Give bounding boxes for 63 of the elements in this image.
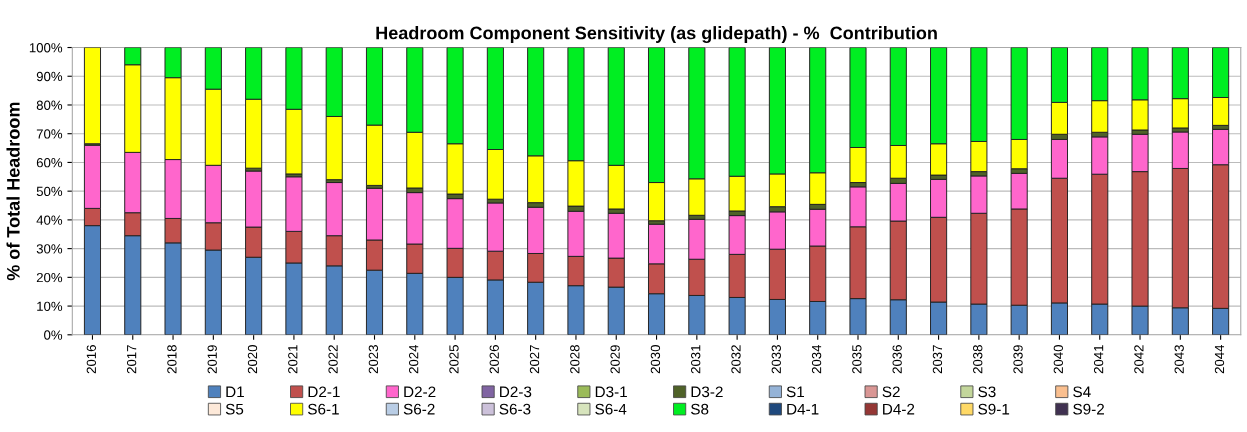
x-tick-label: 2037 — [932, 345, 943, 374]
x-tick-label: 2038 — [973, 345, 983, 374]
legend-label: D4-1 — [787, 403, 819, 415]
x-tick-label: 2024 — [409, 344, 419, 374]
legend-label: S6-1 — [308, 403, 339, 415]
x-tick-label: 2022 — [328, 345, 338, 374]
x-tick-label: 2034 — [811, 344, 822, 374]
legend-label: D4-2 — [883, 403, 915, 415]
legend-label: S3 — [978, 386, 996, 398]
x-tick-label: 2016 — [86, 345, 97, 374]
legend-label: S9-2 — [1073, 403, 1104, 415]
x-tick-label: 2031 — [691, 345, 701, 374]
x-tick-label: 2019 — [207, 345, 217, 374]
legend-label: S6-3 — [499, 403, 531, 415]
x-tick-label: 2017 — [126, 345, 137, 374]
y-tick-label: 10% — [37, 301, 63, 311]
x-tick-label: 2041 — [1093, 345, 1104, 374]
x-tick-label: 2044 — [1214, 344, 1225, 374]
y-tick-label: 40% — [36, 215, 63, 225]
x-tick-label: 2030 — [650, 345, 661, 374]
legend-label: D1 — [226, 386, 244, 398]
legend-label: S2 — [882, 386, 900, 398]
x-tick-label: 2023 — [368, 345, 379, 374]
y-tick-label: 80% — [36, 100, 63, 110]
x-tick-label: 2020 — [247, 345, 258, 374]
legend-label: S4 — [1073, 386, 1091, 398]
legend-label: S1 — [786, 386, 805, 398]
y-tick-label: 60% — [36, 158, 63, 168]
x-tick-label: 2026 — [489, 345, 499, 374]
legend-label: D2-1 — [308, 386, 340, 398]
legend-label: S6-4 — [595, 403, 627, 415]
legend-label: D2-2 — [404, 386, 436, 398]
legend-label: S6-2 — [403, 403, 435, 415]
legend-label: S5 — [225, 403, 244, 415]
x-tick-label: 2027 — [529, 345, 540, 374]
bar — [83, 47, 102, 145]
x-tick-label: 2040 — [1053, 345, 1063, 374]
x-tick-label: 2032 — [731, 345, 741, 374]
x-tick-label: 2021 — [288, 345, 298, 374]
y-axis-title: % of Total Headroom — [6, 102, 20, 281]
y-tick-label: 100% — [29, 43, 63, 53]
x-tick-label: 2039 — [1013, 345, 1023, 374]
x-tick-label: 2042 — [1134, 345, 1144, 374]
y-tick-label: 30% — [36, 244, 63, 254]
x-tick-label: 2035 — [852, 345, 862, 374]
y-tick-label: 90% — [36, 71, 63, 82]
y-tick-label: 70% — [36, 129, 63, 139]
x-tick-label: 2036 — [892, 345, 902, 374]
x-tick-label: 2018 — [167, 345, 177, 374]
x-tick-label: 2029 — [610, 345, 620, 374]
x-tick-label: 2043 — [1174, 345, 1184, 374]
x-tick-label: 2025 — [449, 345, 459, 374]
x-tick-label: 2033 — [771, 345, 781, 374]
legend-label: D2-3 — [500, 386, 532, 398]
y-tick-label: 0% — [44, 330, 63, 340]
x-tick-label: 2028 — [570, 345, 580, 374]
legend-label: D3-1 — [595, 386, 627, 398]
legend-label: D3-2 — [691, 386, 723, 398]
chart-title: Headroom Component Sensitivity (as glidepath) - % Contribution — [376, 26, 937, 44]
y-tick-label: 20% — [36, 272, 63, 283]
legend-label: S9-1 — [978, 403, 1010, 415]
legend-label: S8 — [691, 403, 709, 415]
y-tick-label: 50% — [36, 186, 63, 197]
